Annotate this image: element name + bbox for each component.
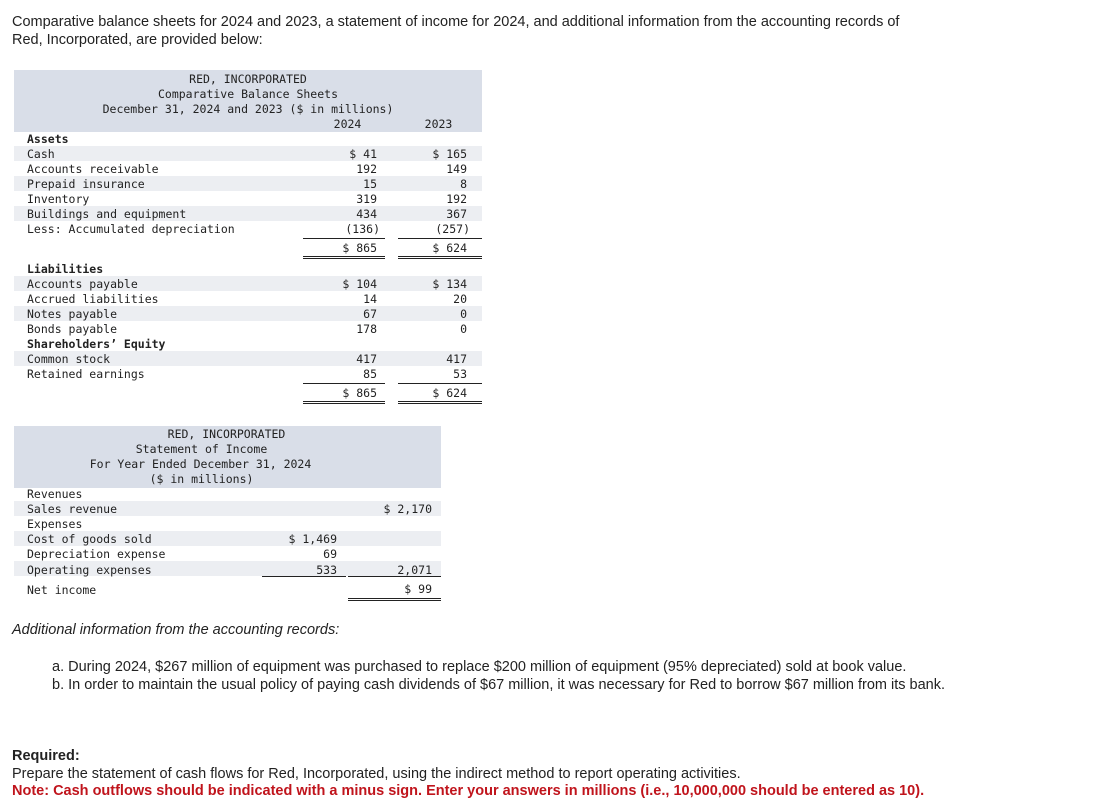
income-statement-period: For Year Ended December 31, 2024: [89, 457, 312, 471]
liabilities-total-2023: $ 624: [432, 386, 467, 400]
balance-sheet-subtitle: Comparative Balance Sheets: [157, 87, 338, 101]
asset-label: Inventory: [27, 192, 90, 206]
sales-revenue-label: Sales revenue: [27, 502, 118, 516]
column-2024: 2024: [333, 117, 362, 131]
intro-text: Comparative balance sheets for 2024 and …: [12, 14, 900, 48]
required-heading: Required:: [12, 748, 80, 764]
asset-value-2023: 149: [446, 162, 467, 176]
equity-value-2023: 417: [446, 352, 467, 366]
liability-value-2024: 67: [363, 307, 377, 321]
liability-value-2023: 0: [460, 307, 467, 321]
equity-value-2024: 417: [356, 352, 377, 366]
column-2023: 2023: [424, 117, 453, 131]
expenses-label: Expenses: [27, 517, 83, 531]
equity-label: Retained earnings: [27, 367, 145, 381]
assets-total-2023: $ 624: [432, 241, 467, 255]
additional-info-item-a: a. During 2024, $267 million of equipmen…: [52, 659, 907, 675]
asset-value-2024: 319: [356, 192, 377, 206]
liabilities-heading: Liabilities: [27, 262, 104, 276]
liability-label: Notes payable: [27, 307, 118, 321]
assets-heading: Assets: [27, 132, 69, 146]
income-statement-units: ($ in millions): [149, 472, 254, 486]
asset-label: Cash: [27, 147, 55, 161]
asset-value-2023: 192: [446, 192, 467, 206]
income-statement-title: RED, INCORPORATED: [167, 427, 286, 441]
income-statement-subtitle: Statement of Income: [135, 442, 268, 456]
equity-heading: Shareholders’ Equity: [27, 337, 166, 351]
additional-info-list: a. During 2024, $267 million of equipmen…: [52, 658, 952, 694]
balance-sheet-header-bg: [14, 70, 482, 132]
asset-value-2024: $ 41: [349, 147, 377, 161]
liability-value-2024: $ 104: [342, 277, 377, 291]
asset-value-2024: 192: [356, 162, 377, 176]
net-income-label: Net income: [27, 583, 97, 597]
asset-value-2023: 8: [460, 177, 467, 191]
liability-value-2023: 20: [453, 292, 467, 306]
equity-value-2024: 85: [363, 367, 377, 381]
asset-label: Less: Accumulated depreciation: [27, 222, 235, 236]
cogs-value: $ 1,469: [288, 532, 337, 546]
assets-total-2024: $ 865: [342, 241, 377, 255]
net-income-value: $ 99: [404, 582, 432, 596]
asset-label: Prepaid insurance: [27, 177, 145, 191]
liability-label: Bonds payable: [27, 322, 118, 336]
liability-value-2023: $ 134: [432, 277, 467, 291]
asset-value-2024: 15: [363, 177, 377, 191]
balance-sheet-date: December 31, 2024 and 2023 ($ in million…: [102, 102, 394, 116]
revenues-label: Revenues: [27, 487, 83, 501]
asset-label: Buildings and equipment: [27, 207, 187, 221]
cogs-label: Cost of goods sold: [27, 532, 152, 546]
operating-expenses-label: Operating expenses: [27, 563, 152, 577]
asset-value-2024: 434: [356, 207, 377, 221]
asset-value-2024: (136): [345, 222, 380, 236]
additional-info-heading: Additional information from the accounti…: [12, 622, 340, 638]
asset-label: Accounts receivable: [27, 162, 159, 176]
total-expenses-value: 2,071: [397, 563, 432, 577]
balance-sheet-title: RED, INCORPORATED: [189, 72, 307, 86]
asset-value-2023: $ 165: [432, 147, 467, 161]
liability-value-2023: 0: [460, 322, 467, 336]
liability-label: Accrued liabilities: [27, 292, 159, 306]
operating-expenses-value: 533: [316, 563, 337, 577]
liability-value-2024: 178: [356, 322, 377, 336]
equity-value-2023: 53: [453, 367, 467, 381]
income-statement-header-bg: [14, 426, 441, 488]
asset-value-2023: 367: [446, 207, 467, 221]
required-note: Note: Cash outflows should be indicated …: [12, 783, 925, 799]
equity-label: Common stock: [27, 352, 111, 366]
depreciation-value: 69: [323, 547, 337, 561]
additional-info-item-b: b. In order to maintain the usual policy…: [52, 677, 946, 693]
liabilities-total-2024: $ 865: [342, 386, 377, 400]
required-text: Prepare the statement of cash flows for …: [12, 766, 741, 782]
liability-value-2024: 14: [363, 292, 377, 306]
sales-revenue-value: $ 2,170: [383, 502, 432, 516]
depreciation-label: Depreciation expense: [27, 547, 166, 561]
asset-value-2023: (257): [435, 222, 470, 236]
liability-label: Accounts payable: [27, 277, 138, 291]
